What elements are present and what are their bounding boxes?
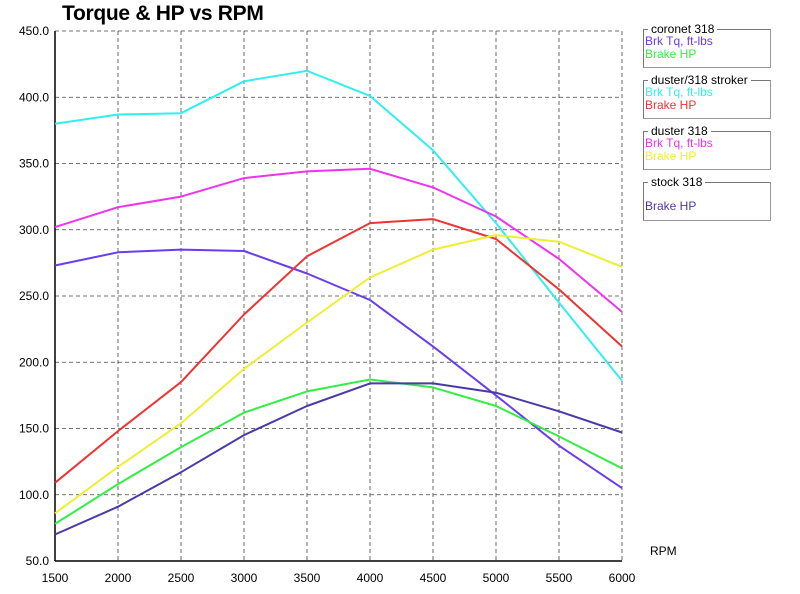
- x-tick-label: 5000: [483, 571, 510, 585]
- x-tick-label: 2000: [105, 571, 132, 585]
- legend-group-title: duster/318 stroker: [648, 73, 751, 87]
- series-line: [54, 234, 623, 515]
- x-tick-label: 3500: [294, 571, 321, 585]
- y-tick-label: 200.0: [19, 355, 49, 369]
- y-tick-label: 150.0: [19, 422, 49, 436]
- legend-group-title: stock 318: [648, 175, 706, 189]
- y-tick-label: 450.0: [19, 24, 49, 38]
- legend-group: coronet 318 Brk Tq, ft-lbs Brake HP: [643, 22, 771, 68]
- y-tick-label: 350.0: [19, 157, 49, 171]
- legend-entry: Brake HP: [645, 149, 697, 163]
- series-line: [54, 218, 623, 484]
- legend-entry: Brk Tq, ft-lbs: [645, 34, 713, 48]
- legend-entry: Brake HP: [645, 199, 697, 213]
- x-tick-label: 3000: [231, 571, 258, 585]
- series-line: [54, 69, 623, 382]
- y-tick-label: 100.0: [19, 488, 49, 502]
- y-tick-label: 300.0: [19, 223, 49, 237]
- x-axis-label: RPM: [650, 544, 677, 558]
- legend-group: stock 318 Brake HP: [643, 175, 771, 221]
- x-tick-label: 5500: [546, 571, 573, 585]
- series-line: [54, 378, 623, 525]
- y-tick-label: 50.0: [26, 554, 50, 568]
- legend-entry: Brk Tq, ft-lbs: [645, 136, 713, 150]
- legend-group-title: coronet 318: [648, 22, 718, 36]
- x-tick-label: 6000: [609, 571, 636, 585]
- y-tick-label: 400.0: [19, 90, 49, 104]
- legend-entry: Brake HP: [645, 47, 697, 61]
- legend-frame: [643, 182, 771, 221]
- legend-group: duster/318 stroker Brk Tq, ft-lbs Brake HP: [643, 73, 771, 119]
- chart-title: Torque & HP vs RPM: [62, 2, 264, 25]
- legend-group: duster 318 Brk Tq, ft-lbs Brake HP: [643, 124, 771, 170]
- legend-entry: Brake HP: [645, 98, 697, 112]
- x-tick-label: 1500: [42, 571, 69, 585]
- y-tick-label: 250.0: [19, 289, 49, 303]
- x-tick-label: 4000: [357, 571, 384, 585]
- x-tick-label: 2500: [168, 571, 195, 585]
- legend-entry: Brk Tq, ft-lbs: [645, 85, 713, 99]
- x-tick-label: 4500: [420, 571, 447, 585]
- legend-group-title: duster 318: [648, 124, 711, 138]
- series-line: [54, 382, 623, 536]
